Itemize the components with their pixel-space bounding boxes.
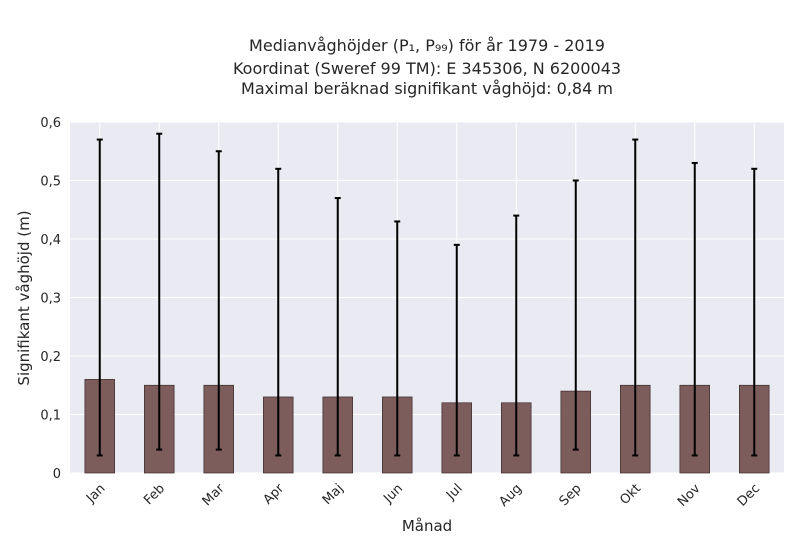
error-bars bbox=[96, 132, 758, 457]
x-axis-label: Månad bbox=[402, 517, 452, 535]
y-tick-label: 0,1 bbox=[40, 409, 61, 424]
x-tick-label: Jan bbox=[83, 481, 108, 506]
x-tick-label: Dec bbox=[735, 481, 763, 509]
error-bar bbox=[572, 179, 579, 451]
x-tick-label: Jul bbox=[443, 481, 465, 503]
chart-title: Medianvåghöjder (P₁, P₉₉) för år 1979 - … bbox=[233, 36, 621, 98]
error-bar bbox=[394, 220, 401, 457]
error-bar bbox=[334, 197, 341, 457]
y-tick-label: 0,3 bbox=[40, 292, 61, 307]
chart-title-line-1: Medianvåghöjder (P₁, P₉₉) för år 1979 - … bbox=[249, 36, 605, 55]
x-tick-label: Okt bbox=[617, 481, 644, 508]
y-tick-label: 0,5 bbox=[40, 175, 61, 190]
x-tick-label: Feb bbox=[141, 481, 168, 508]
y-axis-ticks: 0 0,1 0,2 0,3 0,4 0,5 0,6 bbox=[40, 116, 61, 482]
error-bar bbox=[632, 138, 639, 457]
error-bar bbox=[156, 132, 163, 451]
y-tick-label: 0 bbox=[53, 467, 61, 482]
x-axis-ticks: Jan Feb Mar Apr Maj Jun Jul Aug Sep Okt Nov Dec bbox=[83, 481, 763, 510]
error-bar bbox=[96, 138, 103, 457]
x-tick-label: Nov bbox=[675, 481, 704, 510]
y-axis-label: Signifikant våghöjd (m) bbox=[15, 210, 33, 385]
y-tick-label: 0,2 bbox=[40, 350, 61, 365]
x-tick-label: Mar bbox=[200, 481, 228, 509]
x-tick-label: Maj bbox=[320, 481, 347, 508]
error-bar bbox=[513, 214, 520, 457]
error-bar bbox=[751, 167, 758, 457]
chart-title-line-3: Maximal beräknad signifikant våghöjd: 0,… bbox=[241, 79, 613, 98]
error-bar bbox=[215, 150, 222, 451]
x-tick-label: Jun bbox=[380, 481, 406, 507]
y-tick-label: 0,6 bbox=[40, 116, 61, 131]
x-tick-label: Apr bbox=[261, 481, 288, 508]
chart-title-line-2: Koordinat (Sweref 99 TM): E 345306, N 62… bbox=[233, 59, 621, 78]
error-bar bbox=[691, 161, 698, 457]
y-tick-label: 0,4 bbox=[40, 233, 61, 248]
error-bar bbox=[275, 167, 282, 457]
error-bar bbox=[453, 243, 460, 457]
x-tick-label: Aug bbox=[497, 481, 526, 510]
x-tick-label: Sep bbox=[557, 481, 585, 509]
